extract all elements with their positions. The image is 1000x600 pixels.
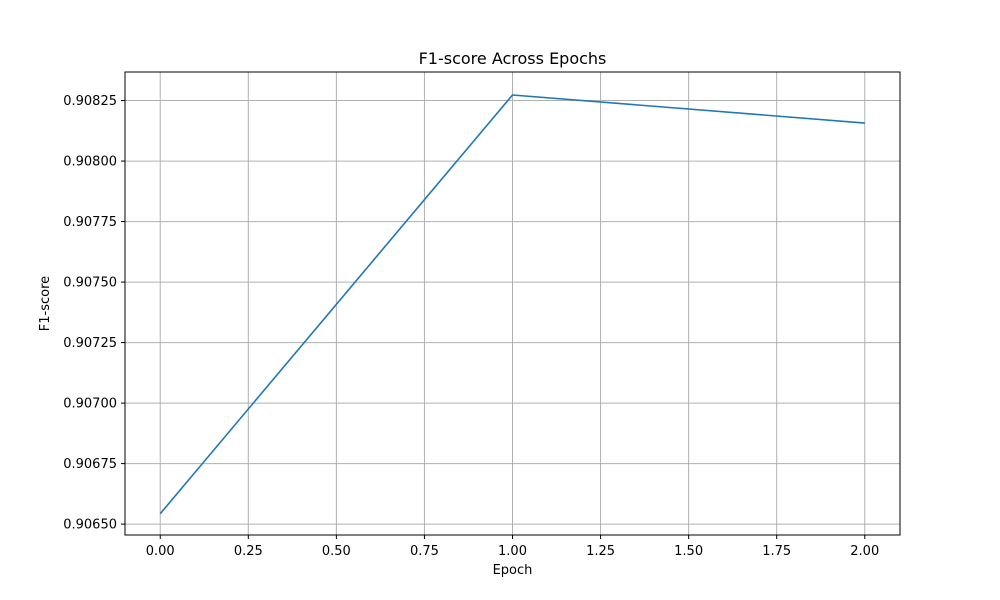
y-tick-label: 0.90750 bbox=[63, 276, 117, 291]
x-tick-label: 1.00 bbox=[498, 544, 527, 559]
x-tick-label: 1.75 bbox=[762, 544, 791, 559]
y-tick-label: 0.90675 bbox=[63, 457, 117, 472]
x-tick-label: 0.00 bbox=[146, 544, 175, 559]
y-tick-label: 0.90650 bbox=[63, 518, 117, 533]
y-tick-label: 0.90725 bbox=[63, 336, 117, 351]
series-line bbox=[159, 94, 865, 515]
series-layer bbox=[159, 94, 865, 515]
ticks: 0.00 0.25 0.50 0.75 1.00 1.25 1.50 1.75 2.00 0.90… bbox=[63, 94, 879, 559]
x-tick-label: 0.25 bbox=[234, 544, 263, 559]
y-axis-label: F1-score bbox=[38, 276, 53, 331]
y-tick-label: 0.90700 bbox=[63, 397, 117, 412]
x-tick-label: 1.25 bbox=[586, 544, 615, 559]
x-axis-label: Epoch bbox=[493, 563, 533, 578]
y-tick-label: 0.90800 bbox=[63, 155, 117, 170]
y-tick-label: 0.90825 bbox=[63, 94, 117, 109]
x-tick-label: 1.50 bbox=[674, 544, 703, 559]
x-tick-label: 0.50 bbox=[322, 544, 351, 559]
y-tick-label: 0.90775 bbox=[63, 215, 117, 230]
chart-title: F1-score Across Epochs bbox=[419, 49, 607, 68]
x-tick-label: 2.00 bbox=[850, 544, 879, 559]
x-tick-label: 0.75 bbox=[410, 544, 439, 559]
